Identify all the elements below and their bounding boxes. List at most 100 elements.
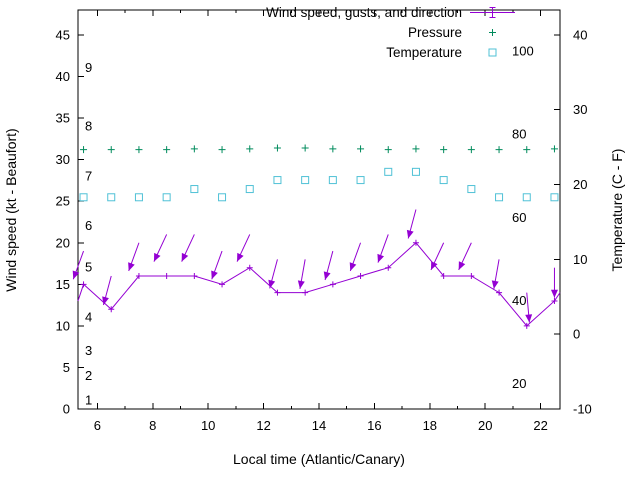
gust-arrow-head [128, 262, 135, 271]
pressure-point [301, 144, 309, 152]
x-tick-label: 12 [256, 418, 270, 433]
y-left-tick-label: 30 [56, 152, 70, 167]
temperature-point [273, 176, 282, 185]
y-left-tick-label: 35 [56, 111, 70, 126]
fahrenheit-scale-label: 60 [512, 210, 526, 225]
pressure-point [357, 145, 365, 153]
fahrenheit-scale-label: 100 [512, 44, 534, 59]
x-tick-label: 18 [423, 418, 437, 433]
gust-arrow-head [525, 314, 533, 323]
legend-square-sample [488, 48, 497, 57]
wind-speed-point [80, 281, 87, 288]
temperature-point [411, 167, 420, 176]
plot-border [77, 9, 561, 410]
pressure-point [412, 145, 420, 153]
pressure-point [163, 146, 171, 154]
x-tick-label: 8 [149, 418, 156, 433]
pressure-point [135, 146, 143, 154]
beaufort-scale-label: 4 [85, 310, 92, 325]
x-tick-label: 22 [533, 418, 547, 433]
y-right-tick-label: 30 [573, 102, 587, 117]
beaufort-scale-label: 5 [85, 260, 92, 275]
wind-speed-point [412, 239, 419, 246]
wind-series [72, 209, 561, 329]
gust-arrow-head [377, 253, 385, 263]
wind-speed-point [440, 273, 447, 279]
y-right-tick-label: 10 [573, 252, 587, 267]
legend: Wind speed, gusts, and direction Pressure… [266, 5, 515, 60]
x-axis-title: Local time (Atlantic/Canary) [233, 451, 405, 467]
wind-speed-point [108, 306, 115, 313]
wind-speed-point [302, 289, 309, 296]
gust-arrow-head [211, 270, 218, 280]
y-right-tick-label: -10 [573, 402, 592, 417]
fahrenheit-scale-label: 80 [512, 127, 526, 142]
temperature-point [522, 193, 531, 202]
y-right-tick-label: 40 [573, 27, 587, 42]
temperature-point [301, 176, 310, 185]
wind-speed-point [551, 297, 558, 304]
wind-speed-point [191, 273, 198, 279]
pressure-point [190, 145, 198, 153]
pressure-point [218, 146, 226, 154]
wind-speed-point [219, 281, 226, 288]
pressure-point [550, 145, 558, 153]
gust-arrow-head [458, 261, 466, 270]
gust-arrow-head [349, 262, 357, 271]
x-tick-label: 16 [367, 418, 381, 433]
temperature-series [79, 167, 559, 202]
beaufort-scale-label: 8 [85, 118, 92, 133]
legend-label: Wind speed, gusts, and direction [266, 5, 462, 20]
temperature-point [190, 185, 199, 194]
wind-speed-point [274, 289, 281, 296]
y-left-tick-label: 20 [56, 235, 70, 250]
gust-arrow-head [430, 261, 438, 270]
y-left-tick-label: 5 [63, 360, 70, 375]
pressure-point [80, 146, 88, 154]
wind-speed-point [329, 281, 336, 288]
axes: 6 8 10 12 14 16 18 20 22051015202530354045-10010… [56, 9, 592, 433]
wind-speed-point [246, 264, 253, 271]
pressure-point [246, 145, 254, 153]
temperature-point [356, 176, 365, 185]
beaufort-scale-label: 7 [85, 168, 92, 183]
temperature-point [218, 193, 227, 202]
temperature-point [467, 185, 476, 194]
beaufort-scale-label: 1 [85, 393, 92, 408]
temperature-point [328, 176, 337, 185]
temperature-point [245, 185, 254, 194]
pressure-point [495, 146, 503, 154]
gust-arrow-head [323, 271, 331, 281]
gust-arrow-head [237, 252, 244, 262]
gust-arrow-head [406, 229, 414, 239]
gust-arrow-head [102, 296, 109, 305]
y-left-tick-label: 0 [63, 402, 70, 417]
temperature-point [162, 193, 171, 202]
beaufort-scale-label: 9 [85, 60, 92, 75]
temperature-point [550, 193, 559, 202]
beaufort-scale-label: 6 [85, 218, 92, 233]
pressure-series [80, 144, 558, 154]
y-left-tick-label: 15 [56, 277, 70, 292]
y-right-tick-label: 0 [573, 327, 580, 342]
wind-speed-point [523, 322, 530, 329]
beaufort-scale-label: 2 [85, 368, 92, 383]
temperature-point [384, 167, 393, 176]
fahrenheit-scale-label: 40 [512, 293, 526, 308]
gust-arrow-head [297, 280, 305, 289]
gust-arrow-head [268, 279, 276, 289]
legend-plus-sample [489, 29, 496, 36]
temperature-point [79, 193, 88, 202]
wind-speed-point [163, 273, 170, 279]
temperature-point [495, 193, 504, 202]
y-right-axis-title: Temperature (C - F) [609, 149, 625, 272]
y-left-tick-label: 40 [56, 69, 70, 84]
pressure-point [329, 145, 337, 153]
x-tick-label: 14 [312, 418, 326, 433]
wind-speed-point [496, 289, 503, 296]
temperature-point [439, 176, 448, 185]
y-left-axis-title: Wind speed (kt - Beaufort) [3, 128, 19, 291]
plot-area: 6 8 10 12 14 16 18 20 22051015202530354045-10010… [56, 5, 592, 433]
